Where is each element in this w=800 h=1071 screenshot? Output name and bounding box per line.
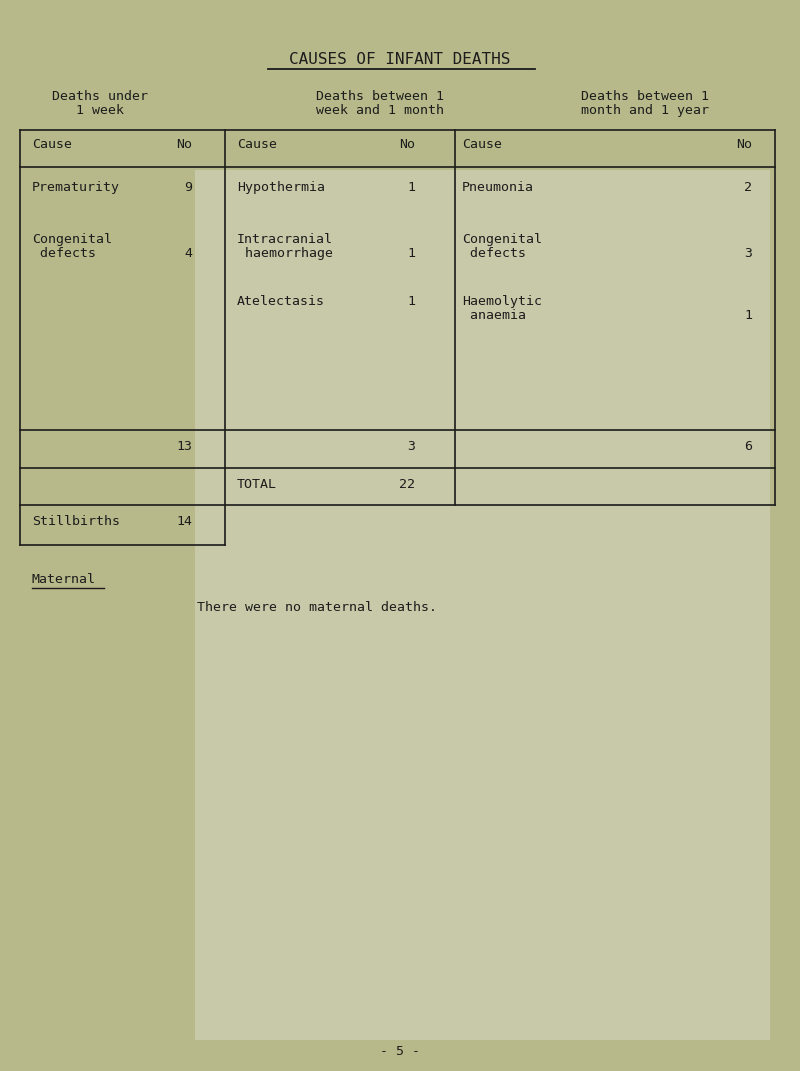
Text: No: No (176, 138, 192, 151)
Text: 13: 13 (176, 440, 192, 453)
Bar (195, 170, 770, 1040)
Text: 4: 4 (184, 247, 192, 260)
Text: There were no maternal deaths.: There were no maternal deaths. (197, 601, 437, 614)
Text: Maternal: Maternal (32, 573, 96, 586)
Text: Congenital: Congenital (462, 233, 542, 246)
Text: Cause: Cause (462, 138, 502, 151)
Text: 1: 1 (407, 181, 415, 194)
Text: Hypothermia: Hypothermia (237, 181, 325, 194)
Text: Intracranial: Intracranial (237, 233, 333, 246)
Text: No: No (399, 138, 415, 151)
Text: 3: 3 (744, 247, 752, 260)
Text: Deaths between 1: Deaths between 1 (316, 90, 444, 103)
Text: Prematurity: Prematurity (32, 181, 120, 194)
Text: 3: 3 (407, 440, 415, 453)
Text: defects: defects (462, 247, 526, 260)
Text: Cause: Cause (32, 138, 72, 151)
Text: 1 week: 1 week (76, 104, 124, 117)
Text: TOTAL: TOTAL (237, 478, 277, 491)
Text: Haemolytic: Haemolytic (462, 295, 542, 308)
Text: Deaths under: Deaths under (52, 90, 148, 103)
Text: Congenital: Congenital (32, 233, 112, 246)
Text: anaemia: anaemia (462, 310, 526, 322)
Text: 1: 1 (744, 310, 752, 322)
Text: 6: 6 (744, 440, 752, 453)
Text: month and 1 year: month and 1 year (581, 104, 709, 117)
Text: Pneumonia: Pneumonia (462, 181, 534, 194)
Text: 1: 1 (407, 247, 415, 260)
Text: Deaths between 1: Deaths between 1 (581, 90, 709, 103)
Text: Cause: Cause (237, 138, 277, 151)
Text: 14: 14 (176, 515, 192, 528)
Text: CAUSES OF INFANT DEATHS: CAUSES OF INFANT DEATHS (290, 52, 510, 67)
Text: 9: 9 (184, 181, 192, 194)
Text: 22: 22 (399, 478, 415, 491)
Text: No: No (736, 138, 752, 151)
Text: Atelectasis: Atelectasis (237, 295, 325, 308)
Text: 2: 2 (744, 181, 752, 194)
Text: haemorrhage: haemorrhage (237, 247, 333, 260)
Text: defects: defects (32, 247, 96, 260)
Text: week and 1 month: week and 1 month (316, 104, 444, 117)
Text: 1: 1 (407, 295, 415, 308)
Text: Stillbirths: Stillbirths (32, 515, 120, 528)
Text: - 5 -: - 5 - (380, 1045, 420, 1058)
